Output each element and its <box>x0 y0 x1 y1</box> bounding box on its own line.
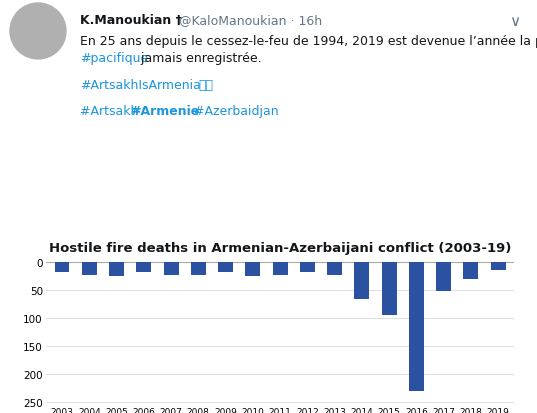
Bar <box>164 263 178 275</box>
Bar <box>327 263 342 275</box>
Bar <box>82 263 97 275</box>
Bar <box>491 263 506 271</box>
Circle shape <box>10 4 66 60</box>
Text: #pacifique: #pacifique <box>80 52 148 65</box>
Bar <box>191 263 206 275</box>
Bar <box>218 263 233 273</box>
Bar <box>54 263 69 273</box>
Bar <box>463 263 478 279</box>
Bar <box>409 263 424 391</box>
Text: #Artsakh: #Artsakh <box>80 104 142 118</box>
Bar <box>109 263 124 277</box>
FancyBboxPatch shape <box>6 253 534 412</box>
Title: Hostile fire deaths in Armenian-Azerbaijani conflict (2003-19): Hostile fire deaths in Armenian-Azerbaij… <box>49 241 511 254</box>
Text: @KaloManoukian · 16h: @KaloManoukian · 16h <box>175 14 322 27</box>
Text: K.Manoukian †: K.Manoukian † <box>80 14 182 27</box>
Text: 🇦🇲: 🇦🇲 <box>198 79 213 92</box>
Text: jamais enregistrée.: jamais enregistrée. <box>137 52 262 65</box>
Text: ∨: ∨ <box>509 14 520 29</box>
Bar <box>354 263 369 299</box>
Text: En 25 ans depuis le cessez-le-feu de 1994, 2019 est devenue l’année la plus: En 25 ans depuis le cessez-le-feu de 199… <box>80 35 537 48</box>
Bar <box>136 263 151 273</box>
Bar <box>245 263 260 277</box>
Text: #Azerbaidjan: #Azerbaidjan <box>190 104 279 118</box>
Bar <box>300 263 315 273</box>
Text: #Armenie: #Armenie <box>130 104 199 118</box>
Bar <box>436 263 451 292</box>
Bar <box>273 263 287 275</box>
Text: #ArtsakhIsArmenia: #ArtsakhIsArmenia <box>80 79 201 92</box>
Bar <box>382 263 396 316</box>
